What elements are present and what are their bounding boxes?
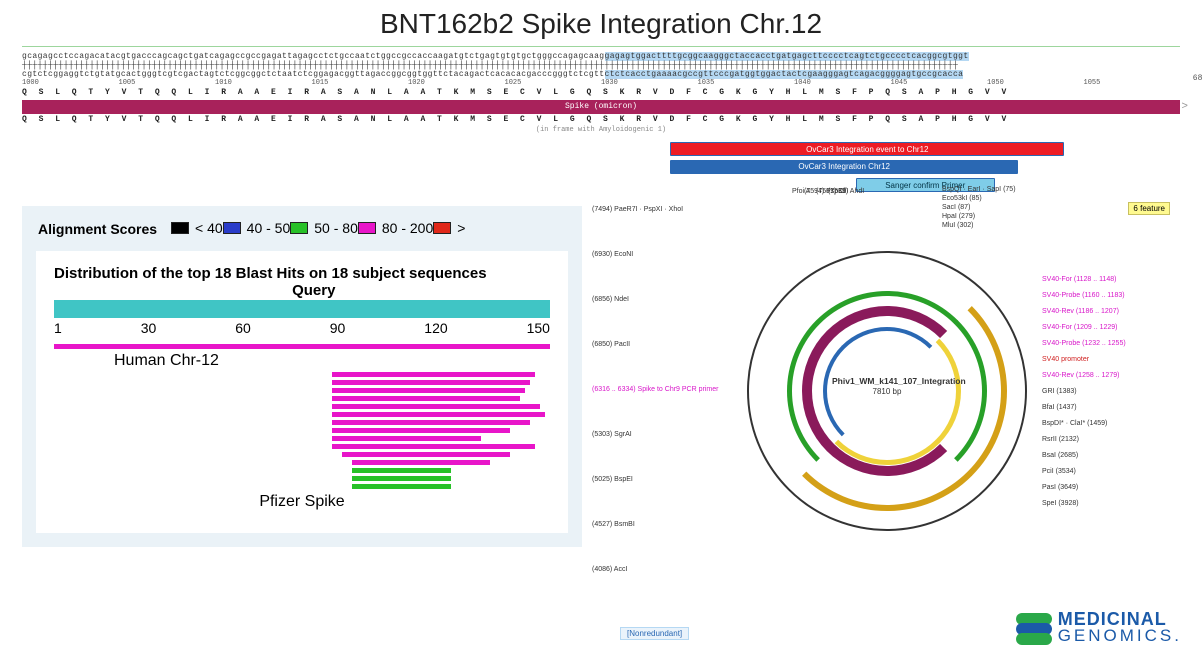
legend-item: > [433,220,465,236]
plasmid-annotation: BspDI* · ClaI* (1459) [1042,420,1107,428]
label-pfizer: Pfizer Spike [54,493,550,511]
feature-badge[interactable]: 6 feature [1128,202,1170,215]
plasmid-map: Phiv1_WM_k141_107_Integration7810 bp (74… [712,216,1062,566]
blast-hit [54,344,550,349]
aa-bot: Q S L Q T Y V T Q Q L I R A A E I R A S … [22,116,1180,125]
legend-item: 80 - 200 [358,220,433,236]
plasmid-annotation: (6316 .. 6334) Spike to Chr9 PCR primer [592,386,718,394]
divider [22,46,1180,47]
query-bar [54,300,550,318]
plasmid-annotation: (4527) BsmBI [592,521,635,529]
plasmid-annotation: BspQI · EarI · SapI (75) [942,186,1016,194]
plasmid-annotation: HpaI (279) [942,213,975,221]
blast-hit [332,396,520,401]
plasmid-annotation: SV40-For (1209 .. 1229) [1042,324,1118,332]
blast-hit [332,380,530,385]
bar-ovcar3-event: OvCar3 Integration event to Chr12 [670,142,1064,156]
blast-hit [332,444,535,449]
blast-hit [332,388,525,393]
blast-hit [332,428,511,433]
plasmid-annotation: RsrII (2132) [1042,436,1079,444]
plasmid-annotation: MluI (302) [942,222,974,230]
blast-hit [352,484,451,489]
end-position: 6840 [1193,75,1202,84]
legend-item: < 40 [171,220,223,236]
plasmid-annotation: (4086) AccI [592,566,627,574]
ruler: 1000100510101015102010251030103510401045… [22,80,1180,88]
plasmid-center: Phiv1_WM_k141_107_Integration7810 bp [832,376,942,396]
blast-hit [352,460,491,465]
legend-item: 50 - 80 [290,220,358,236]
legend-item: 40 - 50 [223,220,291,236]
blast-hit [352,468,451,473]
logo-icon [1016,613,1052,641]
plasmid-panel: 6 feature Phiv1_WM_k141_107_Integration7… [592,206,1180,547]
plasmid-annotation: SV40-Probe (1160 .. 1183) [1042,292,1125,300]
nonredundant-badge[interactable]: [Nonredundant] [620,627,689,640]
blast-hit [332,420,530,425]
blast-hit [332,404,540,409]
query-label: Query [292,282,335,299]
blast-hit [352,476,451,481]
plasmid-annotation: SV40-Rev (1258 .. 1279) [1042,372,1119,380]
plasmid-annotation: (7494) PaeR7I · PspXI · XhoI [592,206,683,214]
legend-title: Alignment Scores [38,221,157,237]
blast-hit [332,372,535,377]
page-title: BNT162b2 Spike Integration Chr.12 [0,0,1202,46]
frame-note: (in frame with Amyloidogenic 1) [22,127,1180,135]
plasmid-annotation: GRI (1383) [1042,388,1077,396]
plasmid-annotation: (5303) SgrAI [592,431,632,439]
spike-bar: Spike (omicron) [22,100,1180,114]
blast-hit [332,436,481,441]
legend: Alignment Scores < 4040 - 5050 - 8080 - … [36,220,568,237]
plasmid-annotation: (7539) AhdI [828,188,864,196]
brand-logo: MEDICINALGENOMICS. [1016,611,1182,644]
plasmid-annotation: SV40 promoter [1042,356,1089,364]
dist-title: Distribution of the top 18 Blast Hits on… [54,265,550,282]
sequence-track: 6840 gcagagcctccagacatacgtgacccagcagctga… [22,53,1180,134]
plasmid-annotation: (5025) BspEI [592,476,633,484]
plasmid-annotation: PasI (3649) [1042,484,1078,492]
plasmid-annotation: PciI (3534) [1042,468,1076,476]
plasmid-annotation: (6850) PacII [592,341,630,349]
plasmid-annotation: Eco53kI (85) [942,195,982,203]
blast-hit [332,412,545,417]
plasmid-annotation: SV40-Probe (1232 .. 1255) [1042,340,1126,348]
blast-chart: Distribution of the top 18 Blast Hits on… [36,251,568,533]
seq-bot: cgtctcggaggtctgtatgcactgggtcgtcgactagtct… [22,71,1180,80]
plasmid-annotation: BfaI (1437) [1042,404,1077,412]
label-chr12: Human Chr-12 [114,352,550,370]
plasmid-annotation: SV40-Rev (1186 .. 1207) [1042,308,1119,316]
ticks: 1306090120150 [54,320,550,336]
blast-panel: Alignment Scores < 4040 - 5050 - 8080 - … [22,206,582,547]
plasmid-annotation: SV40-For (1128 .. 1148) [1042,276,1116,284]
blast-hit [342,452,511,457]
bar-ovcar3-chr12: OvCar3 Integration Chr12 [670,160,1017,174]
plasmid-annotation: (6856) NdeI [592,296,629,304]
plasmid-annotation: BsaI (2685) [1042,452,1078,460]
logo-text: MEDICINALGENOMICS. [1058,611,1182,644]
plasmid-annotation: (6930) EcoNI [592,251,633,259]
aa-top: Q S L Q T Y V T Q Q L I R A A E I R A S … [22,89,1180,98]
plasmid-annotation: SacI (87) [942,204,970,212]
plasmid-annotation: SpeI (3928) [1042,500,1079,508]
